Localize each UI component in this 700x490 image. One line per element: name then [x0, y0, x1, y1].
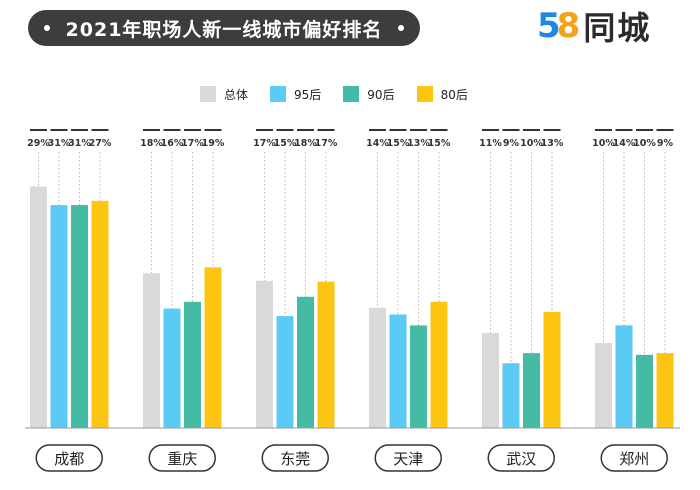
legend-label-95: 95后	[294, 87, 322, 102]
bar-90	[636, 354, 653, 428]
bar-80	[543, 311, 561, 428]
category-label: 武汉	[506, 450, 536, 468]
category-label: 重庆	[167, 450, 197, 468]
chart-title-banner: 2021年职场人新一线城市偏好排名	[28, 10, 420, 46]
category-pill	[148, 444, 216, 472]
bar-95	[163, 308, 181, 428]
value-label-80: 13%	[541, 138, 564, 149]
bar-90	[297, 296, 314, 428]
bar-overall	[482, 332, 499, 428]
value-label-80: 15%	[428, 138, 451, 149]
value-label-90: 17%	[181, 138, 204, 149]
value-label-90: 18%	[294, 138, 317, 149]
title-left-dot	[44, 25, 50, 31]
bar-90	[184, 301, 201, 428]
chart-title: 2021年职场人新一线城市偏好排名	[65, 18, 383, 41]
bar-80	[430, 301, 448, 428]
value-label-95: 14%	[613, 138, 636, 149]
bar-overall	[595, 343, 612, 428]
logo-text: 同城	[583, 9, 652, 47]
legend-item-90: 90后	[343, 86, 395, 103]
legend-label-80: 80后	[440, 87, 468, 102]
chart-legend: 总体 95后 90后 80后	[200, 84, 490, 104]
legend-item-80: 80后	[416, 86, 468, 103]
value-label-80: 19%	[202, 138, 225, 149]
category-label: 东莞	[280, 450, 310, 468]
bar-overall	[143, 273, 160, 428]
value-label-80: 9%	[657, 138, 674, 149]
value-label-overall: 18%	[140, 138, 163, 149]
legend-item-overall: 总体	[200, 86, 248, 103]
legend-swatch-90	[343, 86, 360, 102]
legend-swatch-95	[270, 86, 287, 102]
bar-90	[410, 325, 427, 428]
value-label-90: 13%	[407, 138, 430, 149]
bar-95	[615, 325, 633, 428]
bar-80	[204, 267, 222, 428]
value-label-95: 15%	[387, 138, 410, 149]
bar-overall	[256, 280, 273, 428]
category-pill	[35, 444, 103, 472]
value-label-95: 16%	[161, 138, 184, 149]
bar-overall	[369, 307, 386, 428]
bar-90	[523, 353, 540, 428]
legend-label-overall: 总体	[224, 87, 249, 102]
logo-digit-8: 8	[556, 6, 581, 46]
bar-95	[276, 316, 294, 428]
category-pill	[487, 444, 555, 472]
legend-label-90: 90后	[367, 87, 395, 102]
bar-95	[50, 205, 68, 428]
title-right-dot	[398, 25, 404, 31]
category-pill	[261, 444, 329, 472]
category-pill	[374, 444, 442, 472]
value-label-90: 10%	[520, 138, 543, 149]
value-label-overall: 29%	[27, 138, 50, 149]
bar-90	[71, 205, 88, 428]
category-label: 郑州	[619, 450, 649, 468]
logo-digit-5: 5	[537, 6, 561, 46]
category-label: 天津	[393, 450, 423, 468]
value-label-95: 9%	[503, 138, 520, 149]
bar-95	[389, 314, 407, 428]
value-label-overall: 10%	[592, 138, 615, 149]
bar-80	[91, 200, 109, 428]
value-label-95: 15%	[274, 138, 297, 149]
value-label-80: 17%	[315, 138, 338, 149]
legend-swatch-80	[416, 86, 433, 102]
bar-95	[502, 363, 520, 428]
bar-80	[317, 281, 335, 428]
value-label-80: 27%	[89, 138, 112, 149]
bar-overall	[30, 186, 47, 428]
legend-swatch-overall	[200, 86, 216, 102]
value-label-overall: 14%	[366, 138, 389, 149]
value-label-90: 31%	[68, 138, 91, 149]
legend-item-95: 95后	[270, 86, 321, 103]
category-label: 成都	[54, 450, 84, 468]
brand-logo: 5 8 同城	[537, 6, 652, 47]
bar-80	[656, 353, 674, 428]
value-label-95: 31%	[48, 138, 71, 149]
value-label-90: 10%	[633, 138, 656, 149]
category-pill	[600, 444, 668, 472]
value-label-overall: 17%	[253, 138, 276, 149]
value-label-overall: 11%	[479, 138, 502, 149]
